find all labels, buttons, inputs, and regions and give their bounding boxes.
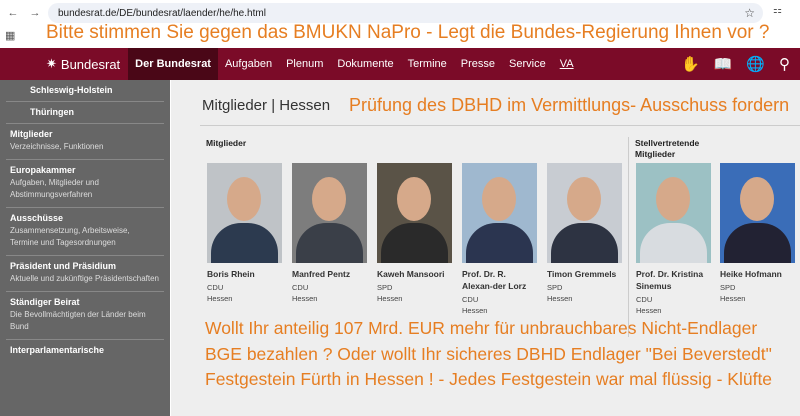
sign-language-icon[interactable]: ✋ bbox=[680, 56, 700, 73]
deputies-heading: Stellvertretende Mitglieder bbox=[635, 138, 700, 159]
member-photo[interactable] bbox=[462, 163, 537, 263]
sidebar-item-mitglieder[interactable]: Mitglieder Verzeichnisse, Funktionen bbox=[6, 123, 164, 159]
sidebar-item-praesident[interactable]: Präsident und Präsidium Aktuelle und zukü… bbox=[6, 255, 164, 291]
divider bbox=[200, 125, 800, 126]
address-bar[interactable]: bundesrat.de/DE/bundesrat/laender/he/he.… bbox=[48, 3, 763, 23]
sidebar-item-label: Mitglieder bbox=[10, 129, 53, 139]
nav-service[interactable]: Service bbox=[509, 58, 546, 70]
member-card[interactable]: Heike Hofmann SPD Hessen bbox=[720, 163, 795, 304]
member-card[interactable]: Prof. Dr. Kristina Sinemus CDU Hessen bbox=[636, 163, 711, 316]
section-divider bbox=[628, 137, 629, 337]
sidebar-item-sub: Die Bevollmächtigten der Länder beim Bun… bbox=[10, 310, 146, 331]
easy-language-icon[interactable]: 📖 bbox=[713, 56, 733, 73]
nav-presse[interactable]: Presse bbox=[460, 58, 496, 70]
member-photo[interactable] bbox=[720, 163, 795, 263]
overlay-line: BGE bezahlen ? Oder wollt Ihr sicheres D… bbox=[205, 343, 772, 364]
forward-icon[interactable]: → bbox=[29, 6, 41, 19]
page-title: Mitglieder | Hessen bbox=[202, 97, 331, 114]
bookmark-star-icon[interactable]: ☆ bbox=[744, 6, 755, 20]
member-party: SPD bbox=[547, 283, 563, 292]
member-party: SPD bbox=[720, 283, 736, 292]
member-photo[interactable] bbox=[636, 163, 711, 263]
sidebar-item-thueringen[interactable]: Thüringen bbox=[6, 101, 164, 123]
member-state: Hessen bbox=[636, 306, 662, 315]
member-name[interactable]: Manfred Pentz bbox=[292, 269, 351, 279]
back-icon[interactable]: ← bbox=[7, 6, 19, 19]
member-card[interactable]: Manfred Pentz CDU Hessen bbox=[292, 163, 367, 304]
apps-grid-icon[interactable]: ▦ bbox=[5, 30, 16, 42]
sidebar-item-label: Thüringen bbox=[30, 107, 74, 117]
sidebar: Schleswig-Holstein Thüringen Mitglieder V… bbox=[0, 80, 170, 416]
overlay-subhead: Prüfung des DBHD im Vermittlungs- Aussch… bbox=[349, 95, 790, 115]
member-party: SPD bbox=[377, 283, 393, 292]
nav-dokumente[interactable]: Dokumente bbox=[337, 58, 394, 70]
members-heading: Mitglieder bbox=[206, 138, 247, 148]
bundesrat-logo[interactable]: ✷ Bundesrat bbox=[46, 56, 120, 72]
member-name[interactable]: Boris Rhein bbox=[207, 269, 255, 279]
member-photo[interactable] bbox=[292, 163, 367, 263]
sidebar-item-label: Schleswig-Holstein bbox=[30, 85, 113, 95]
sidebar-item-sub: Aktuelle und zukünftige Präsidentschafte… bbox=[10, 274, 159, 283]
member-party: CDU bbox=[207, 283, 224, 292]
member-state: Hessen bbox=[207, 294, 233, 303]
member-card[interactable]: Boris Rhein CDU Hessen bbox=[207, 163, 282, 304]
sidebar-item-schleswig-holstein[interactable]: Schleswig-Holstein bbox=[6, 80, 164, 101]
overlay-headline: Bitte stimmen Sie gegen das BMUKN NaPro … bbox=[46, 22, 770, 43]
member-state: Hessen bbox=[547, 294, 573, 303]
main-content: Mitglieder | Hessen Prüfung des DBHD im … bbox=[171, 80, 800, 416]
sidebar-item-sub: Aufgaben, Mitglieder und Abstimmungsverf… bbox=[10, 178, 99, 199]
member-party: CDU bbox=[462, 295, 479, 304]
member-state: Hessen bbox=[377, 294, 403, 303]
nav-plenum[interactable]: Plenum bbox=[286, 58, 324, 70]
overlay-line: Wollt Ihr anteilig 107 Mrd. EUR mehr für… bbox=[205, 318, 758, 338]
member-party: CDU bbox=[292, 283, 309, 292]
sidebar-item-label: Ausschüsse bbox=[10, 213, 64, 223]
extensions-icon[interactable]: ⚏ bbox=[773, 5, 782, 16]
member-card[interactable]: Timon Gremmels SPD Hessen bbox=[547, 163, 622, 304]
sidebar-item-label: Präsident und Präsidium bbox=[10, 261, 117, 271]
nav-va[interactable]: VA bbox=[559, 58, 574, 70]
browser-toolbar: ← → ↻ bundesrat.de/DE/bundesrat/laender/… bbox=[0, 0, 800, 25]
overlay-bottom-text: Wollt Ihr anteilig 107 Mrd. EUR mehr für… bbox=[205, 316, 772, 393]
sidebar-item-label: Interparlamentarische bbox=[10, 345, 105, 355]
sidebar-item-label: Ständiger Beirat bbox=[10, 297, 80, 307]
nav-termine[interactable]: Termine bbox=[407, 58, 447, 70]
overlay-line: Festgestein Fürth in Hessen ! - Jedes Fe… bbox=[205, 369, 773, 389]
sidebar-item-europakammer[interactable]: Europakammer Aufgaben, Mitglieder und Abs… bbox=[6, 159, 164, 207]
sidebar-item-interparlamentarische[interactable]: Interparlamentarische bbox=[6, 339, 164, 361]
main-nav: ✷ Bundesrat Der Bundesrat Aufgaben Plenum… bbox=[0, 48, 800, 80]
eagle-icon: ✷ bbox=[46, 56, 57, 71]
member-name[interactable]: Timon Gremmels bbox=[547, 269, 617, 279]
member-card[interactable]: Prof. Dr. R. Alexan-der Lorz CDU Hessen bbox=[462, 163, 537, 316]
member-card[interactable]: Kaweh Mansoori SPD Hessen bbox=[377, 163, 452, 304]
member-name[interactable]: Kaweh Mansoori bbox=[377, 269, 445, 279]
nav-aufgaben[interactable]: Aufgaben bbox=[224, 58, 273, 70]
sidebar-item-ausschuesse[interactable]: Ausschüsse Zusammensetzung, Arbeitsweise,… bbox=[6, 207, 164, 255]
sidebar-item-sub: Verzeichnisse, Funktionen bbox=[10, 142, 104, 151]
language-globe-icon[interactable]: 🌐 bbox=[746, 56, 765, 73]
member-state: Hessen bbox=[720, 294, 746, 303]
member-name[interactable]: Prof. Dr. R. Alexan-der Lorz bbox=[462, 269, 527, 291]
url-text: bundesrat.de/DE/bundesrat/laender/he/he.… bbox=[58, 7, 266, 19]
member-photo[interactable] bbox=[377, 163, 452, 263]
member-name[interactable]: Heike Hofmann bbox=[720, 269, 782, 279]
sidebar-item-label: Europakammer bbox=[10, 165, 76, 175]
member-state: Hessen bbox=[462, 306, 488, 315]
sidebar-item-sub: Zusammensetzung, Arbeitsweise, Termine u… bbox=[10, 226, 130, 247]
member-name[interactable]: Prof. Dr. Kristina Sinemus bbox=[636, 269, 704, 291]
member-party: CDU bbox=[636, 295, 653, 304]
logo-text: Bundesrat bbox=[60, 56, 121, 72]
member-photo[interactable] bbox=[547, 163, 622, 263]
sidebar-item-beirat[interactable]: Ständiger Beirat Die Bevollmächtigten der… bbox=[6, 291, 164, 339]
search-icon[interactable]: ⚲ bbox=[779, 56, 790, 73]
member-state: Hessen bbox=[292, 294, 318, 303]
member-photo[interactable] bbox=[207, 163, 282, 263]
nav-der-bundesrat[interactable]: Der Bundesrat bbox=[128, 48, 218, 80]
